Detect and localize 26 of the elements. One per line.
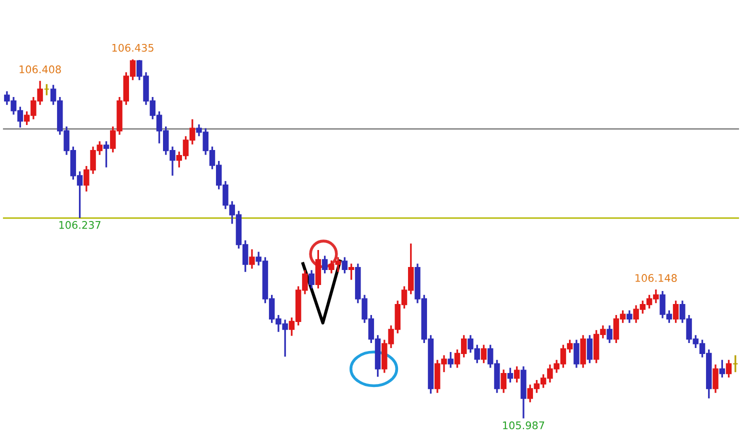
candlestick <box>732 354 738 373</box>
candlestick <box>626 310 632 324</box>
annotation: 106.408 <box>20 65 61 74</box>
candlestick <box>44 83 50 96</box>
candlestick <box>574 338 580 369</box>
candlestick <box>514 366 520 384</box>
candlestick <box>719 359 726 378</box>
candlestick <box>480 344 487 364</box>
candlestick <box>726 359 732 378</box>
annotation: 105.987 <box>503 421 544 430</box>
candlestick <box>103 140 110 168</box>
candlestick <box>586 334 593 364</box>
candlestick <box>672 300 679 324</box>
candlestick <box>448 351 454 369</box>
candlestick <box>249 248 255 270</box>
candlestick <box>348 262 354 281</box>
candlestick <box>500 368 506 394</box>
candlestick <box>308 269 314 290</box>
annotation: 106.435 <box>112 44 154 52</box>
candlestick <box>712 364 718 394</box>
annotation: 106.237 <box>59 221 100 229</box>
candlestick <box>322 254 328 274</box>
candlestick <box>342 256 348 274</box>
candlestick <box>507 366 514 384</box>
candlestick <box>606 324 612 344</box>
annotation: 106.148 <box>636 274 677 282</box>
